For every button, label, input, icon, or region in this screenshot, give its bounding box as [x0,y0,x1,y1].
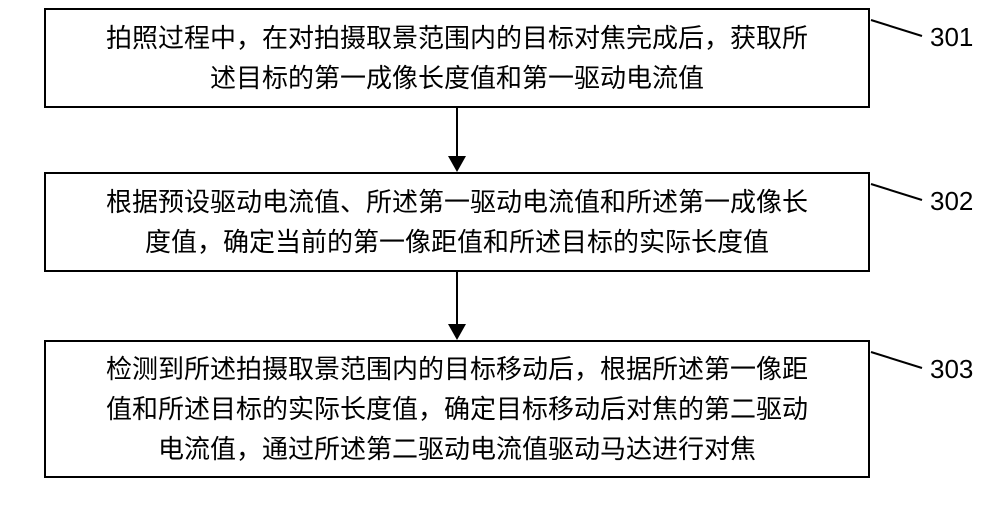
leader-n1 [871,20,924,38]
arrow-n2-n3 [446,272,468,340]
flow-node-text-n1: 拍照过程中，在对拍摄取景范围内的目标对焦完成后，获取所 述目标的第一成像长度值和… [106,18,808,99]
flow-node-n3: 检测到所述拍摄取景范围内的目标移动后，根据所述第一像距 值和所述目标的实际长度值… [44,340,870,478]
step-label-n3: 303 [930,354,973,385]
flowchart-canvas: 拍照过程中，在对拍摄取景范围内的目标对焦完成后，获取所 述目标的第一成像长度值和… [0,0,1000,514]
flow-node-n2: 根据预设驱动电流值、所述第一驱动电流值和所述第一成像长 度值，确定当前的第一像距… [44,172,870,272]
step-label-n1: 301 [930,22,973,53]
flow-node-n1: 拍照过程中，在对拍摄取景范围内的目标对焦完成后，获取所 述目标的第一成像长度值和… [44,8,870,108]
leader-n3 [871,352,924,370]
flow-node-text-n2: 根据预设驱动电流值、所述第一驱动电流值和所述第一成像长 度值，确定当前的第一像距… [106,182,808,263]
step-label-n2: 302 [930,186,973,217]
flow-node-text-n3: 检测到所述拍摄取景范围内的目标移动后，根据所述第一像距 值和所述目标的实际长度值… [106,349,808,470]
arrow-n1-n2 [446,108,468,172]
leader-n2 [871,184,924,202]
